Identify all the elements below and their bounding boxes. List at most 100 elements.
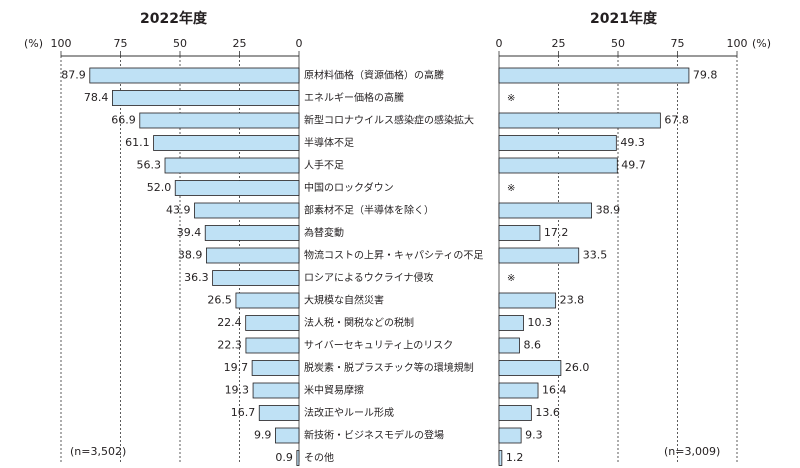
data-label-2022: 26.5	[207, 294, 232, 307]
bar-2022	[258, 405, 300, 421]
bar-2022	[212, 270, 300, 286]
category-label: 新技術・ビジネスモデルの登場	[304, 429, 444, 442]
bar-2022	[245, 337, 300, 354]
chart-title-2021: 2021年度	[590, 11, 657, 27]
bar-2022	[296, 450, 300, 466]
category-label: 米中貿易摩擦	[304, 384, 364, 397]
bar-2021	[498, 112, 661, 129]
category-label: 原材料価格（資源価格）の高騰	[304, 69, 444, 82]
category-label: エネルギー価格の高騰	[304, 91, 404, 104]
not-surveyed-mark: ※	[507, 273, 515, 284]
data-label-2022: 36.3	[184, 271, 209, 284]
data-label-2021: 26.0	[565, 361, 590, 374]
data-label-2022: 87.9	[61, 69, 86, 82]
tick-label: 75	[671, 37, 685, 50]
tick-label: 50	[611, 37, 625, 50]
category-label: 為替変動	[304, 226, 344, 239]
bar-2022	[89, 67, 300, 84]
tick-label: 0	[296, 37, 303, 50]
data-label-2022: 9.9	[254, 429, 272, 442]
bar-2021	[498, 382, 539, 399]
bar-2021	[498, 360, 562, 376]
tick-label: 25	[233, 37, 247, 50]
category-label: ロシアによるウクライナ侵攻	[304, 271, 434, 284]
data-label-2021: 49.3	[620, 136, 645, 149]
data-label-2022: 16.7	[231, 406, 256, 419]
not-surveyed-mark: ※	[507, 93, 515, 104]
data-label-2022: 22.3	[217, 339, 242, 352]
bar-2022	[194, 202, 300, 219]
data-label-2021: 16.4	[542, 384, 567, 397]
data-label-2022: 22.4	[217, 316, 242, 329]
data-label-2021: 9.3	[525, 429, 543, 442]
bar-2021	[498, 135, 617, 151]
data-label-2021: 49.7	[621, 159, 646, 172]
bar-2022	[204, 225, 300, 241]
bar-2022	[112, 90, 300, 106]
not-surveyed-mark: ※	[507, 183, 515, 194]
data-label-2021: 10.3	[528, 316, 553, 329]
data-label-2021: 17.2	[544, 226, 569, 239]
data-label-2022: 39.4	[177, 226, 202, 239]
tick-label: 100	[727, 37, 748, 50]
category-label: その他	[304, 451, 334, 464]
data-label-2022: 0.9	[275, 451, 293, 464]
bar-2021	[498, 405, 532, 421]
tick-label: 0	[496, 37, 503, 50]
category-label: 人手不足	[304, 159, 344, 172]
data-label-2021: 13.6	[535, 406, 560, 419]
bar-2022	[275, 427, 300, 444]
data-label-2022: 19.7	[224, 361, 249, 374]
bar-2022	[235, 292, 300, 309]
category-label: 脱炭素・脱プラスチック等の環境規制	[304, 361, 474, 374]
bar-2021	[498, 202, 592, 219]
category-label: 大規模な自然災害	[304, 294, 384, 307]
category-label: 物流コストの上昇・キャパシティの不足	[304, 249, 483, 262]
data-label-2021: 8.6	[523, 339, 541, 352]
bar-2022	[252, 382, 300, 399]
category-label: 法改正やルール形成	[304, 406, 394, 419]
tick-label: 25	[552, 37, 566, 50]
bar-2021	[498, 157, 618, 174]
category-label: サイバーセキュリティ上のリスク	[304, 340, 453, 352]
category-label: 中国のロックダウン	[304, 181, 394, 194]
bar-2022	[174, 180, 300, 196]
data-label-2021: 1.2	[506, 451, 523, 464]
sample-size-note-2022: (n=3,502)	[70, 445, 126, 458]
bar-2021	[498, 450, 503, 466]
bar-2021	[498, 67, 690, 84]
bar-2021	[498, 247, 580, 264]
bar-2021	[498, 315, 524, 331]
bar-2022	[164, 157, 300, 174]
bar-2022	[251, 360, 300, 376]
sample-size-note-2021: (n=3,009)	[664, 445, 720, 458]
bar-2021	[498, 427, 522, 444]
data-label-2022: 19.3	[225, 384, 250, 397]
bar-2021	[498, 225, 541, 241]
category-label: 法人税・関税などの税制	[304, 316, 414, 329]
bar-2021	[498, 337, 520, 354]
data-label-2022: 38.9	[178, 249, 203, 262]
data-label-2022: 56.3	[137, 159, 162, 172]
bar-2022	[206, 247, 300, 264]
bar-2022	[153, 135, 300, 151]
data-label-2022: 43.9	[166, 204, 191, 217]
data-label-2022: 61.1	[125, 136, 150, 149]
data-label-2021: 79.8	[693, 69, 718, 82]
axis-unit-label: (%)	[752, 37, 771, 50]
chart-title-2022: 2022年度	[140, 11, 207, 27]
bar-2022	[245, 315, 300, 331]
data-label-2022: 78.4	[84, 91, 109, 104]
data-label-2021: 33.5	[583, 249, 608, 262]
tick-label: 75	[114, 37, 128, 50]
data-label-2021: 67.8	[664, 114, 689, 127]
bar-2022	[139, 112, 300, 129]
tick-label: 50	[173, 37, 187, 50]
category-label: 新型コロナウイルス感染症の感染拡大	[304, 114, 474, 127]
data-label-2021: 23.8	[560, 294, 585, 307]
category-label: 部素材不足（半導体を除く）	[304, 204, 434, 217]
tick-label: 100	[51, 37, 72, 50]
data-label-2022: 52.0	[147, 181, 172, 194]
